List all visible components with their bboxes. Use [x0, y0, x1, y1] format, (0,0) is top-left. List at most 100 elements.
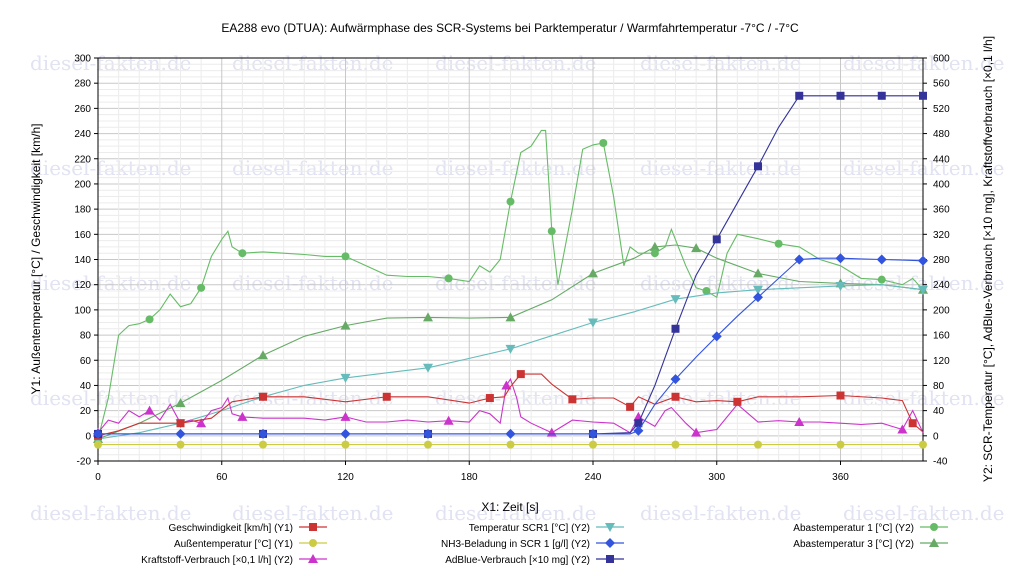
- data-point: [145, 315, 154, 324]
- data-point: [836, 391, 845, 400]
- data-point: [547, 227, 556, 236]
- x-axis-ticks: 0 60 120 180 240 300 360: [95, 461, 849, 483]
- data-point: [516, 370, 525, 379]
- watermark-text: diesel-fakten.de: [30, 156, 191, 180]
- y2-tick-label: 400: [933, 179, 950, 190]
- data-point: [876, 254, 887, 265]
- data-point: [259, 440, 267, 449]
- data-point: [588, 318, 598, 328]
- data-point: [501, 380, 512, 390]
- data-point: [588, 428, 598, 439]
- legend-entry: AdBlue-Verbrauch [×10 mg] (Y2): [445, 555, 624, 566]
- y1-tick-label: 240: [74, 129, 91, 140]
- x-tick-label: 0: [95, 472, 101, 483]
- y2-tick-label: 440: [933, 154, 950, 165]
- watermark-text: diesel-fakten.de: [843, 501, 1004, 525]
- data-point: [918, 255, 928, 266]
- watermark-text: diesel-fakten.de: [640, 156, 801, 180]
- data-point: [589, 440, 597, 449]
- legend-entry: Abastemperatur 1 [°C] (Y2): [793, 523, 948, 534]
- y1-tick-label: 140: [74, 255, 91, 266]
- y2-tick-label: 560: [933, 79, 950, 90]
- data-point: [835, 281, 846, 291]
- legend-marker: [606, 555, 614, 563]
- data-point: [877, 91, 886, 100]
- y2-tick-label: 520: [933, 104, 950, 115]
- legend: Geschwindigkeit [km/h] (Y1) Außentemperat…: [141, 523, 948, 566]
- y2-tick-label: 160: [933, 331, 950, 342]
- y2-tick-label: 200: [933, 305, 950, 316]
- y2-tick-label: 360: [933, 205, 950, 216]
- series-6: [94, 129, 924, 443]
- data-point: [711, 331, 722, 342]
- data-point: [836, 91, 845, 100]
- data-point: [919, 91, 927, 100]
- series-group: [93, 91, 928, 449]
- x-tick-label: 120: [337, 472, 354, 483]
- data-point: [753, 285, 763, 295]
- y1-tick-label: -20: [77, 457, 92, 468]
- data-point: [918, 285, 928, 295]
- legend-marker: [308, 554, 318, 563]
- data-point: [144, 405, 155, 415]
- y2-tick-label: 600: [933, 54, 950, 65]
- data-point: [238, 249, 247, 258]
- y2-tick-label: -40: [933, 457, 948, 468]
- series-line: [97, 377, 924, 434]
- y1-tick-label: 220: [74, 154, 91, 165]
- data-point: [546, 427, 557, 437]
- data-point: [908, 419, 917, 428]
- y1-tick-label: 200: [74, 179, 91, 190]
- series-line: [97, 244, 924, 440]
- data-point: [258, 350, 268, 360]
- y1-tick-label: 260: [74, 104, 91, 115]
- legend-label: Abastemperatur 1 [°C] (Y2): [793, 523, 914, 534]
- data-point: [671, 440, 680, 449]
- data-point: [341, 440, 350, 449]
- legend-entry: Außentemperatur [°C] (Y1): [174, 539, 327, 550]
- data-point: [259, 392, 267, 401]
- data-point: [176, 440, 185, 449]
- y2-tick-label: 280: [933, 255, 950, 266]
- data-point: [423, 428, 433, 439]
- y2-tick-label: 120: [933, 356, 950, 367]
- data-point: [835, 253, 846, 264]
- y1-tick-label: 80: [80, 331, 92, 342]
- data-point: [340, 428, 351, 439]
- data-point: [237, 411, 248, 421]
- data-point: [196, 418, 207, 428]
- legend-marker: [930, 523, 938, 531]
- x-tick-label: 60: [216, 472, 228, 483]
- data-point: [633, 425, 644, 436]
- y1-tick-label: 0: [85, 431, 91, 442]
- data-point: [626, 402, 635, 411]
- data-point: [93, 428, 103, 439]
- data-point: [691, 243, 702, 253]
- data-point: [340, 373, 351, 383]
- data-point: [444, 274, 453, 283]
- watermark-text: diesel-fakten.de: [30, 501, 191, 525]
- data-point: [568, 395, 577, 404]
- data-point: [754, 440, 762, 449]
- series-line: [97, 129, 924, 440]
- data-point: [919, 440, 927, 449]
- data-point: [599, 139, 608, 148]
- y2-tick-label: 480: [933, 129, 950, 140]
- data-point: [670, 295, 681, 305]
- data-point: [423, 363, 433, 373]
- watermark-text: diesel-fakten.de: [843, 156, 1004, 180]
- data-point: [340, 411, 351, 421]
- legend-entry: Abastemperatur 3 [°C] (Y2): [793, 538, 948, 550]
- data-point: [505, 344, 516, 354]
- legend-entry: Geschwindigkeit [km/h] (Y1): [169, 523, 327, 534]
- data-point: [794, 416, 805, 426]
- legend-label: NH3-Beladung in SCR 1 [g/l] (Y2): [441, 539, 590, 550]
- data-point: [897, 424, 908, 434]
- data-point: [753, 268, 763, 278]
- y1-tick-label: 60: [80, 356, 92, 367]
- y2-axis-title: Y2: SCR-Temperatur [°C], AdBlue-Verbrauc…: [981, 36, 995, 482]
- y1-tick-label: 120: [74, 280, 91, 291]
- data-point: [506, 440, 515, 449]
- data-point: [175, 428, 186, 439]
- data-point: [795, 91, 804, 100]
